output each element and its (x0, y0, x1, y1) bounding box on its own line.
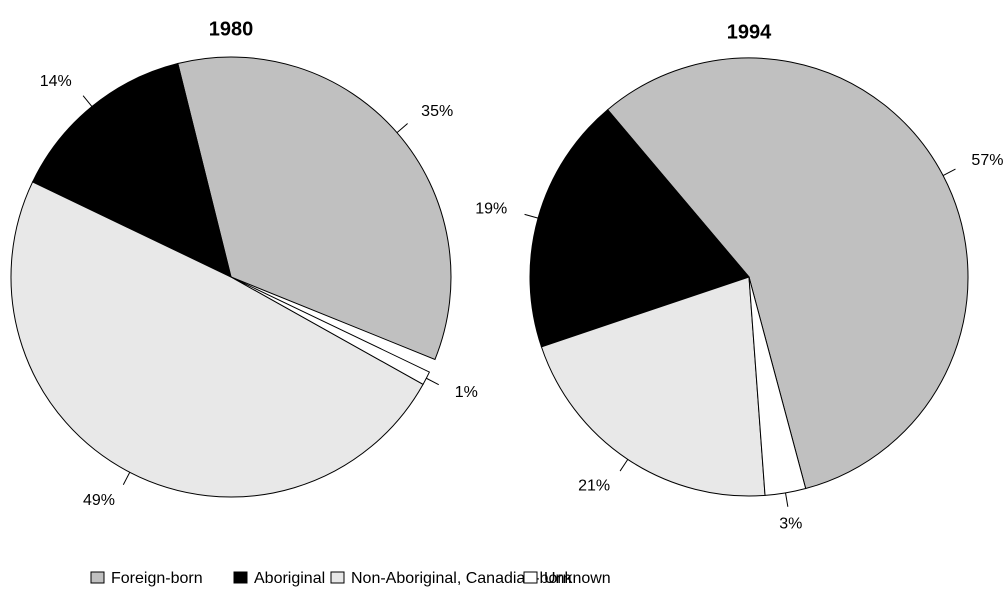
data-label: 1% (455, 384, 478, 401)
pie-slice (177, 56, 452, 361)
legend-label: Non-Aboriginal, Canadian-born (351, 570, 572, 587)
legend-label: Foreign-born (111, 570, 203, 587)
data-label: 19% (475, 201, 507, 218)
legend-swatch (90, 571, 105, 584)
leader-line (426, 377, 439, 386)
data-label: 21% (578, 477, 610, 494)
legend-swatch (523, 571, 538, 584)
data-label: 14% (40, 73, 72, 90)
leader-line (619, 459, 629, 472)
leader-line (122, 472, 131, 485)
pie-slice (10, 181, 424, 498)
leader-line (82, 95, 93, 107)
legend-swatch (330, 571, 345, 584)
legend-swatch (233, 571, 248, 584)
pie-slice (529, 109, 750, 348)
data-label: 57% (971, 152, 1003, 169)
leader-line (785, 492, 789, 507)
data-label: 49% (83, 492, 115, 509)
pie-slice (540, 276, 766, 497)
pie-slice (230, 276, 431, 386)
leader-line (396, 123, 408, 134)
chart-title: 1980 (209, 18, 254, 40)
data-label: 3% (779, 516, 802, 533)
chart-title: 1994 (727, 21, 772, 43)
leader-line (942, 168, 956, 176)
legend-label: Aboriginal (254, 570, 325, 587)
leader-line (524, 213, 539, 219)
legend-label: Unknown (544, 570, 611, 587)
data-label: 35% (421, 103, 453, 120)
